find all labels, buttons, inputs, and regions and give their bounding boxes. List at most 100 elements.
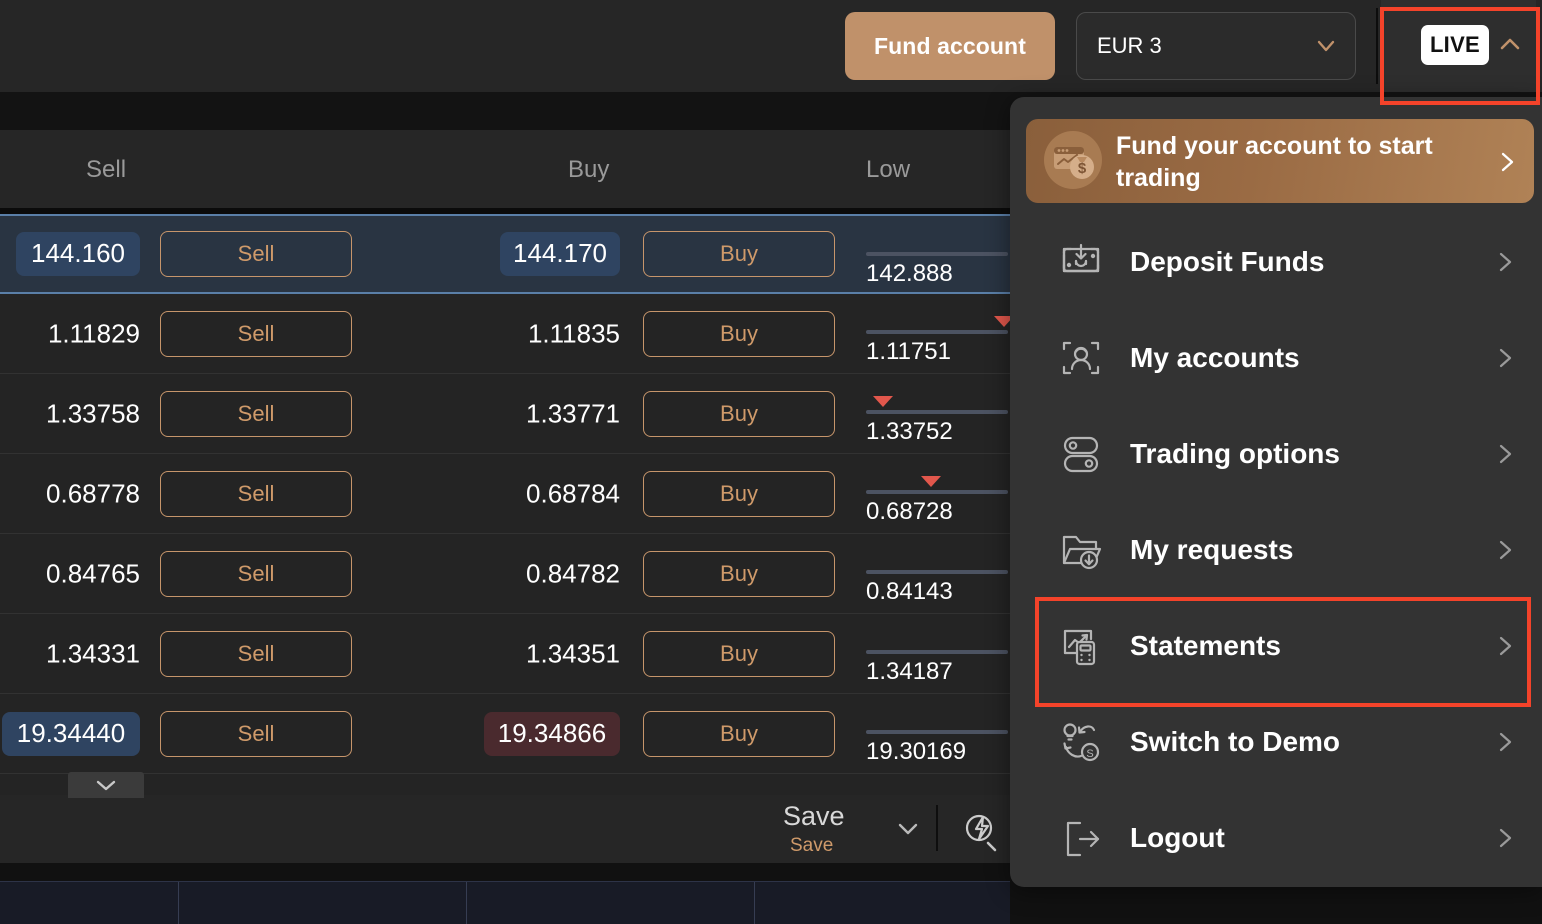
menu-item-label: My requests — [1130, 534, 1294, 565]
sell-button[interactable]: Sell — [160, 550, 352, 597]
sell-button[interactable]: Sell — [160, 390, 352, 437]
cell-sell-price: 1.11829 — [47, 318, 140, 348]
buy-button[interactable]: Buy — [643, 310, 835, 357]
cell-low-value: 0.84143 — [866, 578, 953, 605]
chevron-right-icon — [1496, 634, 1516, 658]
cell-low-range: 0.68728 — [866, 454, 1010, 534]
cell-low-range: 1.11751 — [866, 294, 1015, 374]
low-range-bar — [866, 730, 1008, 734]
chart-strip — [0, 881, 1010, 924]
banner-title: Fund your account to start trading — [1116, 132, 1433, 192]
fund-account-banner[interactable]: $ Fund your account to start trading — [1026, 119, 1534, 203]
buy-button[interactable]: Buy — [643, 390, 835, 437]
save-button[interactable]: Save — [783, 801, 845, 831]
cell-buy-price: 19.34866 — [484, 711, 620, 756]
cell-low-range: 19.30169 — [866, 694, 1010, 774]
cell-sell-price: 144.160 — [16, 232, 140, 276]
low-range-bar — [866, 252, 1008, 256]
cell-low-range: 142.888 — [866, 216, 1010, 296]
price-position-marker-icon — [994, 316, 1015, 327]
table-row[interactable]: 144.160 Sell 144.170 Buy 142.888 — [0, 214, 1010, 294]
menu-item-my-accounts[interactable]: My accounts — [1026, 321, 1534, 395]
folder-download-icon — [1058, 527, 1104, 573]
svg-text:$: $ — [1078, 160, 1087, 177]
table-body: 144.160 Sell 144.170 Buy 142.888 1.11829 Sell 1… — [0, 214, 1015, 790]
menu-item-statements[interactable]: Statements — [1026, 609, 1534, 683]
chart-gridline — [754, 882, 755, 924]
cell-buy-price: 1.34351 — [526, 638, 620, 668]
live-badge[interactable]: LIVE — [1421, 25, 1489, 65]
table-row[interactable]: 0.84765 Sell 0.84782 Buy 0.84143 — [0, 534, 1010, 614]
low-range-bar — [866, 650, 1008, 654]
menu-item-label: Trading options — [1130, 438, 1340, 469]
chevron-right-icon — [1496, 442, 1516, 466]
buy-button[interactable]: Buy — [643, 550, 835, 597]
low-range-bar — [866, 490, 1008, 494]
chevron-right-icon — [1496, 538, 1516, 562]
buy-button[interactable]: Buy — [643, 630, 835, 677]
buy-button[interactable]: Buy — [643, 231, 835, 277]
sell-button[interactable]: Sell — [160, 310, 352, 357]
column-header-buy: Buy — [568, 156, 610, 183]
menu-item-label: Statements — [1130, 630, 1281, 661]
menu-item-label: Logout — [1130, 822, 1225, 853]
cell-low-value: 1.33752 — [866, 418, 953, 445]
chevron-right-icon — [1496, 730, 1516, 754]
toolbar-divider — [936, 805, 938, 851]
account-dropdown-menu: $ Fund your account to start trading Dep… — [1010, 97, 1542, 887]
cell-sell-price: 1.33758 — [46, 398, 140, 428]
price-position-marker-icon — [873, 396, 894, 407]
cell-buy-price: 0.84782 — [526, 558, 620, 588]
fund-account-button[interactable]: Fund account — [845, 12, 1055, 80]
chevron-down-icon[interactable] — [895, 819, 921, 839]
account-selector[interactable]: EUR 3 — [1076, 12, 1356, 80]
menu-item-my-requests[interactable]: My requests — [1026, 513, 1534, 587]
cell-low-range: 0.84143 — [866, 534, 1010, 614]
cell-sell-price: 1.34331 — [46, 638, 140, 668]
table-header: Sell Buy Low — [0, 130, 1010, 208]
menu-item-logout[interactable]: Logout — [1026, 801, 1534, 875]
chevron-down-icon — [1315, 35, 1337, 57]
chevron-right-icon — [1496, 346, 1516, 370]
cell-sell-price: 19.34440 — [2, 711, 140, 756]
table-row[interactable]: 1.34331 Sell 1.34351 Buy 1.34187 — [0, 614, 1010, 694]
sell-button[interactable]: Sell — [160, 470, 352, 517]
low-range-bar — [866, 410, 1008, 414]
column-header-low: Low — [866, 156, 911, 183]
cell-buy-price: 0.68784 — [526, 478, 620, 508]
table-row[interactable]: 1.11829 Sell 1.11835 Buy 1.11751 — [0, 294, 1015, 374]
toggles-icon — [1058, 431, 1104, 477]
sell-button[interactable]: Sell — [160, 630, 352, 677]
low-range-bar — [866, 330, 1008, 334]
menu-item-deposit-funds[interactable]: Deposit Funds — [1026, 225, 1534, 299]
chevron-up-icon[interactable] — [1498, 34, 1522, 54]
market-watch-table: Sell Buy Low 144.160 Sell 144.170 Buy 142.88… — [0, 130, 1015, 795]
column-header-sell: Sell — [86, 156, 127, 183]
buy-button[interactable]: Buy — [643, 470, 835, 517]
low-range-bar — [866, 570, 1008, 574]
cell-buy-price: 1.11835 — [527, 318, 620, 348]
table-row[interactable]: 19.34440 Sell 19.34866 Buy 19.30169 — [0, 694, 1010, 774]
sell-button[interactable]: Sell — [160, 231, 352, 277]
menu-item-trading-options[interactable]: Trading options — [1026, 417, 1534, 491]
table-row[interactable]: 1.33758 Sell 1.33771 Buy 1.33752 — [0, 374, 1010, 454]
scroll-down-button[interactable] — [68, 772, 144, 798]
bottom-toolbar: Save Save — [0, 795, 1010, 863]
chevron-right-icon — [1496, 826, 1516, 850]
chart-gridline — [466, 882, 467, 924]
table-row[interactable]: 0.68778 Sell 0.68784 Buy 0.68728 — [0, 454, 1010, 534]
buy-button[interactable]: Buy — [643, 710, 835, 757]
price-position-marker-icon — [920, 476, 941, 487]
menu-item-label: Switch to Demo — [1130, 726, 1341, 757]
menu-item-label: My accounts — [1130, 342, 1300, 373]
cell-low-value: 19.30169 — [866, 738, 967, 765]
cell-low-value: 1.11751 — [866, 338, 951, 365]
svg-text:S: S — [1086, 748, 1093, 760]
cell-sell-price: 0.68778 — [46, 478, 140, 508]
menu-item-label: Deposit Funds — [1130, 246, 1325, 277]
quick-trade-icon[interactable] — [962, 811, 1002, 852]
sell-button[interactable]: Sell — [160, 710, 352, 757]
cell-low-value: 1.34187 — [866, 658, 953, 685]
panel-gap — [0, 863, 1010, 881]
menu-item-switch-to-demo[interactable]: S Switch to Demo — [1026, 705, 1534, 779]
